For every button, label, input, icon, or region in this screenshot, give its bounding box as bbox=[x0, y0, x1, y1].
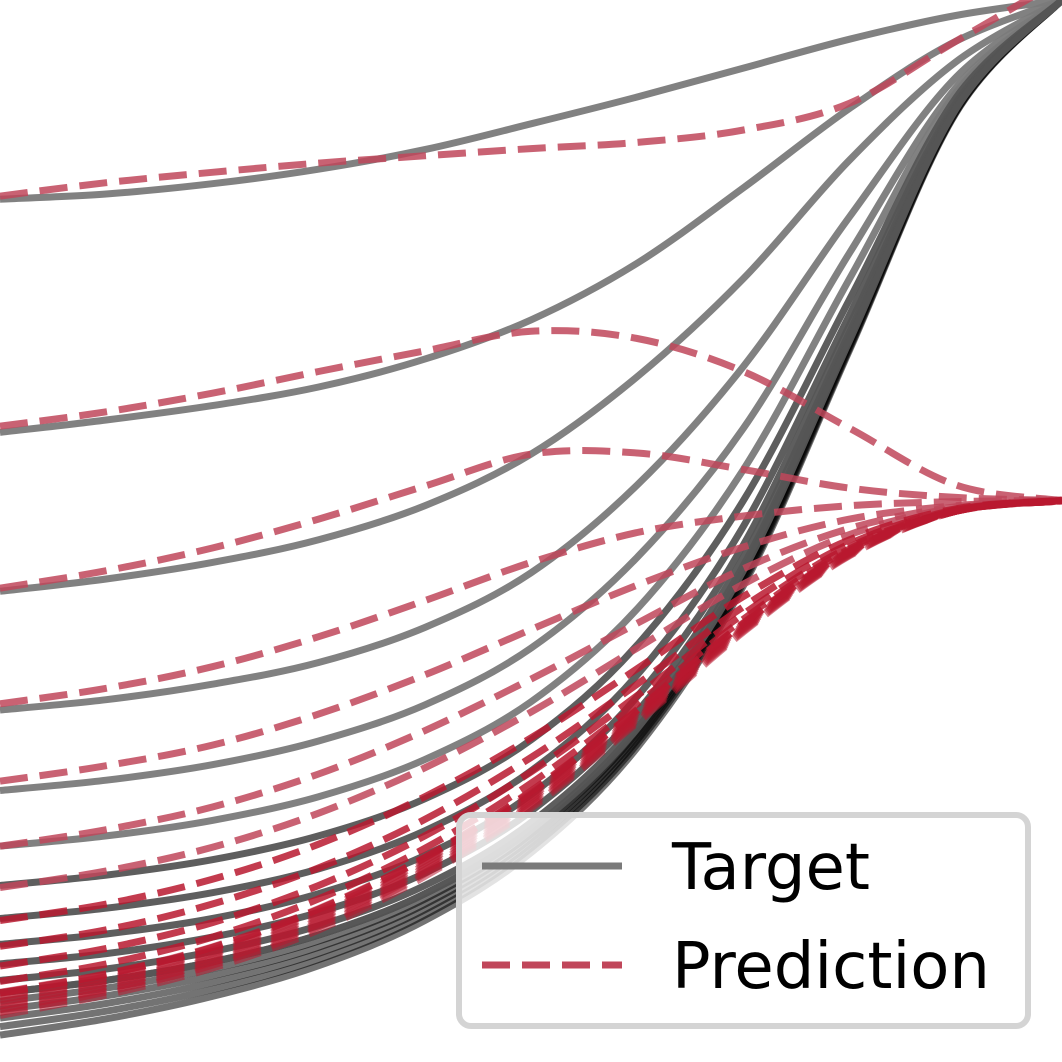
prediction-line bbox=[0, 497, 1062, 785]
legend: Target Prediction bbox=[456, 812, 1031, 1029]
target-line bbox=[0, 0, 1062, 889]
prediction-line bbox=[0, 447, 1062, 592]
target-line bbox=[0, 0, 1062, 203]
prediction-series-group bbox=[0, 0, 1062, 1019]
target-line bbox=[0, 0, 1062, 794]
target-series-group bbox=[0, 0, 1062, 1039]
prediction-line bbox=[0, 497, 1062, 850]
prediction-line bbox=[0, 497, 1062, 891]
prediction-line bbox=[0, 327, 1062, 504]
target-line bbox=[0, 0, 1062, 850]
prediction-line bbox=[0, 497, 1062, 997]
legend-target-label: Target bbox=[671, 831, 870, 905]
prediction-line bbox=[0, 497, 1062, 985]
target-line bbox=[0, 0, 1062, 595]
prediction-line bbox=[0, 497, 1062, 708]
legend-prediction-label: Prediction bbox=[672, 930, 990, 1004]
prediction-line bbox=[0, 497, 1062, 950]
target-line bbox=[0, 0, 1062, 714]
prediction-line bbox=[0, 0, 1034, 200]
prediction-line bbox=[0, 497, 1062, 970]
